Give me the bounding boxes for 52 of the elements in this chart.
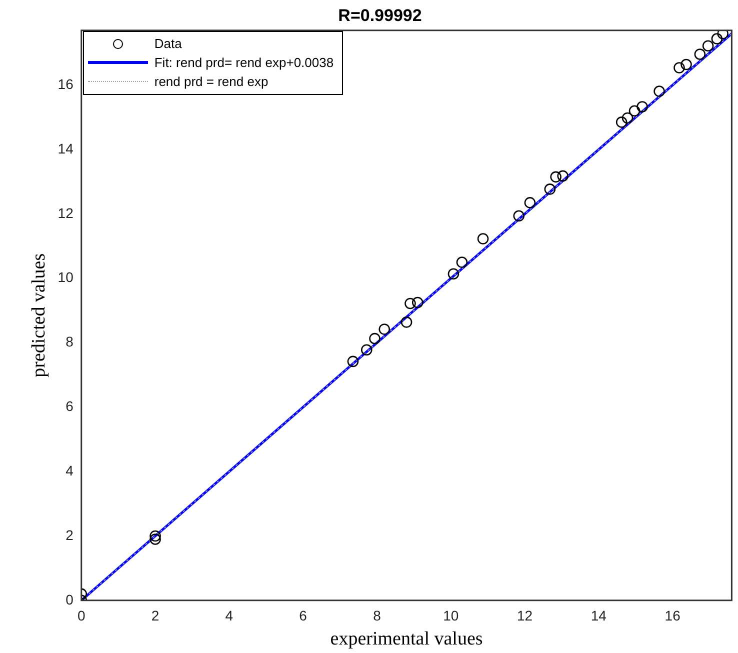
point [150, 534, 161, 545]
point [513, 210, 525, 222]
y-tick-label: 0 [66, 591, 74, 608]
point [360, 344, 372, 356]
point [456, 256, 468, 268]
legend-label: Fit: rend prd= rend exp+0.0038 [154, 55, 334, 70]
y-tick-label: 14 [58, 140, 74, 156]
point [477, 233, 489, 244]
point [448, 268, 460, 280]
x-tick-label: 10 [443, 608, 459, 624]
point [628, 105, 640, 117]
point [717, 30, 728, 40]
x-tick-label: 14 [590, 608, 607, 624]
point [702, 40, 714, 52]
x-tick-label: 8 [373, 608, 382, 624]
point [369, 332, 380, 344]
point [711, 33, 723, 44]
y-tick-label: 8 [66, 334, 74, 350]
point [524, 197, 536, 208]
point [404, 298, 416, 310]
x-tick-label: 2 [151, 608, 160, 624]
legend-label: rend prd = rend exp [154, 74, 268, 90]
y-tick-label: 16 [58, 76, 74, 92]
x-tick-label: 16 [664, 608, 681, 624]
y-tick-label: 6 [66, 398, 74, 414]
point [636, 101, 648, 112]
point [622, 112, 634, 124]
point [378, 324, 390, 335]
point [400, 316, 412, 328]
x-tick-label: 6 [299, 608, 308, 624]
x-axis-title: experimental values [330, 628, 483, 650]
y-tick-label: 4 [66, 462, 74, 478]
point [674, 62, 685, 74]
legend-label: Data [154, 36, 182, 52]
point [544, 184, 556, 195]
point [680, 58, 692, 70]
point [654, 86, 665, 97]
x-tick-label: 4 [225, 608, 234, 624]
y-tick-label: 12 [58, 204, 74, 221]
point [550, 171, 562, 183]
x-tick-label: 12 [516, 608, 533, 624]
point [557, 170, 568, 182]
point [616, 116, 628, 128]
point [694, 48, 706, 60]
point [347, 356, 359, 368]
point [150, 530, 161, 542]
chart-title: R=0.99992 [338, 6, 422, 25]
x-tick-label: 0 [77, 608, 86, 624]
y-tick-label: 2 [66, 526, 74, 543]
point [412, 296, 424, 308]
y-tick-label: 10 [58, 269, 74, 286]
y-axis-title: predicted values [28, 253, 50, 378]
